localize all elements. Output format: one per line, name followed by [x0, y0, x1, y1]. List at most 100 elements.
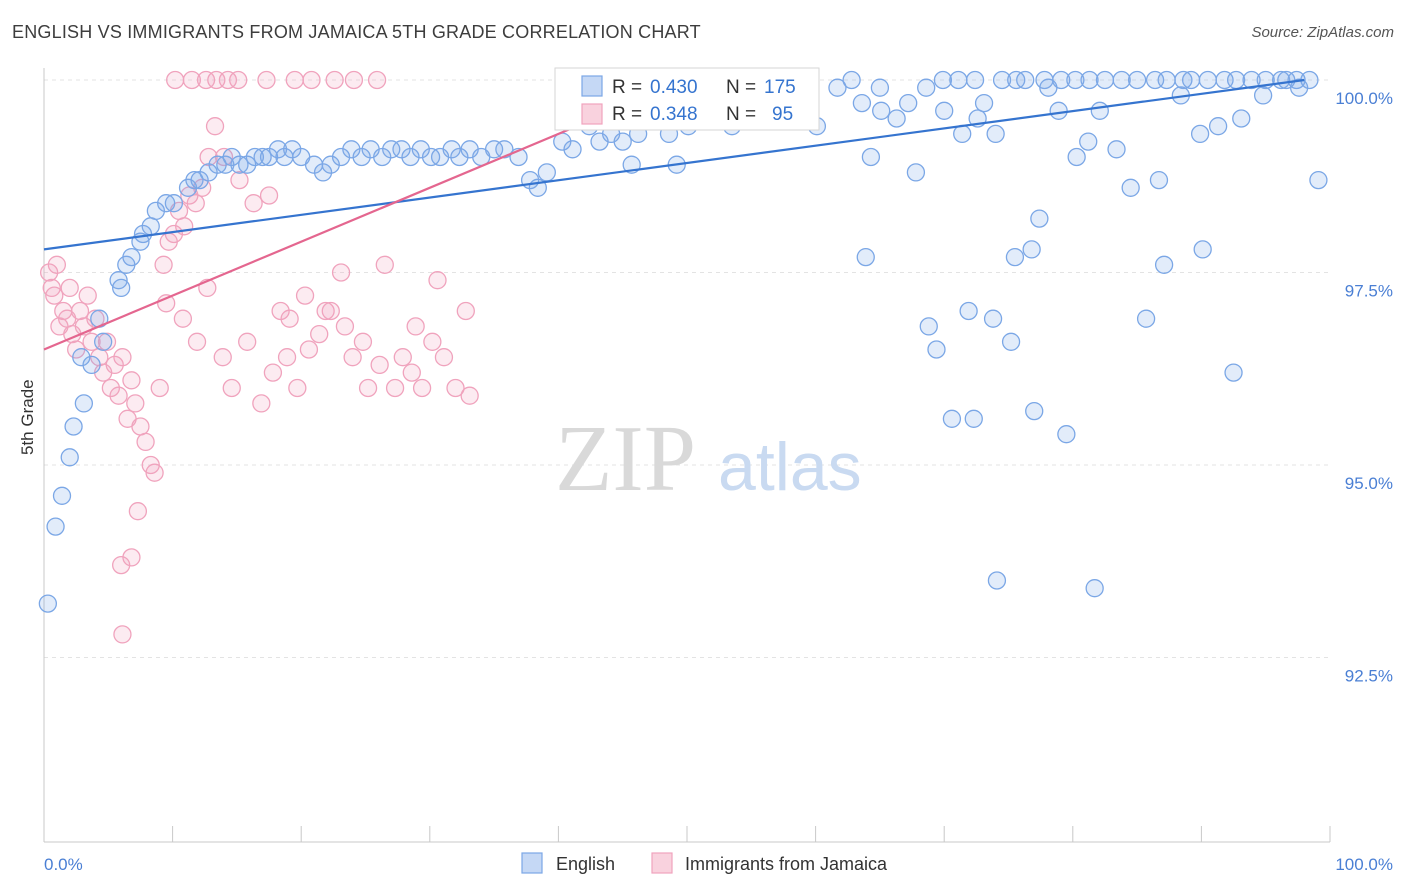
- english-point: [313, 163, 333, 182]
- jamaica-point: [128, 502, 148, 521]
- english-point: [959, 301, 978, 321]
- english-point: [974, 93, 994, 113]
- legend-r-label-1: R =: [612, 77, 642, 98]
- legend-r-label-2: R =: [612, 104, 642, 125]
- english-point: [1121, 178, 1140, 197]
- jamaica-point: [358, 378, 378, 398]
- x-tick-labels: 0.0% 100.0%: [44, 855, 1393, 874]
- jamaica-point: [222, 378, 241, 398]
- jamaica-point: [402, 363, 421, 382]
- jamaica-point: [182, 70, 202, 90]
- jamaica-point: [173, 309, 193, 328]
- series-legend: English Immigrants from Jamaica: [521, 852, 888, 874]
- jamaica-point: [385, 378, 405, 398]
- jamaica-point: [353, 332, 373, 351]
- english-point: [72, 348, 91, 367]
- jamaica-point: [310, 324, 329, 344]
- english-point: [185, 170, 204, 190]
- jamaica-point: [325, 70, 344, 90]
- english-point: [245, 147, 265, 167]
- english-point: [1149, 170, 1169, 190]
- y-tick-label: 97.5%: [1345, 282, 1393, 301]
- english-point: [1208, 117, 1228, 136]
- english-point: [933, 70, 953, 90]
- english-point: [1174, 70, 1193, 90]
- english-point: [94, 332, 113, 351]
- jamaica-point: [131, 417, 150, 436]
- english-point: [1309, 170, 1328, 190]
- english-point: [870, 78, 890, 97]
- watermark: ZIP atlas: [555, 407, 862, 511]
- english-point: [1232, 109, 1251, 128]
- english-point: [949, 70, 968, 90]
- english-point: [46, 517, 65, 536]
- jamaica-point: [122, 371, 141, 390]
- jamaica-point: [434, 348, 454, 367]
- english-point: [942, 409, 962, 428]
- jamaica-point: [39, 263, 59, 282]
- jamaica-point: [295, 286, 315, 305]
- english-point: [872, 101, 891, 120]
- english-point: [38, 594, 58, 613]
- english-point: [828, 78, 847, 97]
- jamaica-point: [205, 117, 225, 136]
- jamaica-point: [47, 255, 67, 274]
- english-point: [1049, 101, 1068, 120]
- english-point: [122, 247, 141, 267]
- jamaica-point: [263, 363, 283, 382]
- jamaica-point: [101, 378, 121, 398]
- english-point: [1067, 147, 1086, 167]
- english-point: [253, 147, 272, 167]
- english-point: [992, 70, 1012, 90]
- english-point: [563, 140, 582, 159]
- english-point: [953, 124, 972, 144]
- jamaica-point: [412, 378, 432, 398]
- english-point: [861, 147, 881, 167]
- english-point: [484, 140, 504, 159]
- english-point: [1127, 70, 1147, 90]
- jamaica-point: [335, 317, 355, 336]
- legend-n-value-2: 95: [772, 104, 793, 125]
- jamaica-point: [218, 70, 238, 90]
- jamaica-point: [136, 432, 155, 452]
- series-english-points: [38, 70, 1328, 613]
- english-point: [1001, 332, 1021, 351]
- jamaica-point: [97, 332, 117, 351]
- english-point: [1030, 209, 1049, 228]
- jamaica-point: [187, 332, 207, 351]
- english-point: [1085, 579, 1104, 598]
- chart-title: ENGLISH VS IMMIGRANTS FROM JAMAICA 5TH G…: [12, 22, 701, 42]
- jamaica-point: [154, 255, 173, 274]
- english-point: [983, 309, 1003, 328]
- english-point: [899, 93, 918, 113]
- y-tick-labels: 92.5% 95.0% 97.5% 100.0%: [1335, 89, 1393, 686]
- english-point: [1136, 309, 1156, 328]
- legend-key-jamaica: [651, 852, 673, 874]
- english-point: [852, 93, 872, 113]
- jamaica-point: [45, 286, 64, 305]
- english-point: [1005, 247, 1025, 267]
- english-point: [230, 155, 249, 174]
- english-point: [1066, 70, 1085, 90]
- english-point: [1198, 70, 1217, 90]
- jamaica-point: [126, 394, 145, 413]
- english-point: [856, 247, 875, 267]
- english-point: [157, 194, 176, 213]
- english-point: [1095, 70, 1115, 90]
- english-point: [965, 70, 985, 90]
- english-point: [935, 101, 954, 120]
- jamaica-point: [277, 348, 297, 367]
- jamaica-point: [428, 271, 447, 290]
- jamaica-point: [299, 340, 319, 359]
- english-point: [442, 140, 461, 159]
- english-point: [238, 155, 257, 174]
- english-point: [1016, 70, 1035, 90]
- jamaica-point: [238, 332, 257, 351]
- english-point: [919, 317, 938, 336]
- legend-key-english: [521, 852, 543, 874]
- jamaica-point: [344, 70, 364, 90]
- jamaica-point: [229, 70, 248, 90]
- english-point: [208, 155, 227, 174]
- english-point: [1112, 70, 1131, 90]
- x-tick-label-min: 0.0%: [44, 855, 83, 874]
